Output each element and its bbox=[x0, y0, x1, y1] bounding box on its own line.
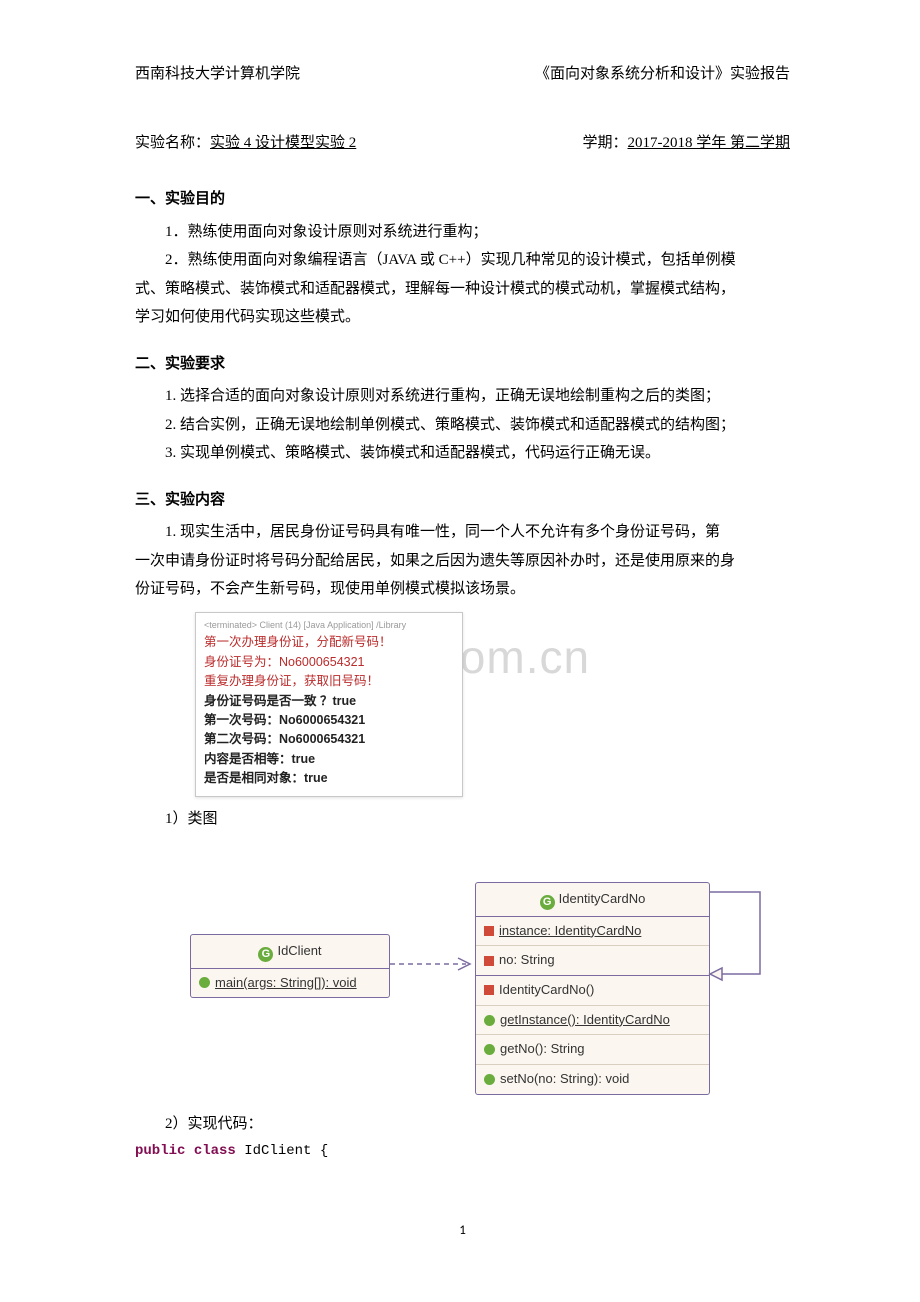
exp-term-label: 学期： bbox=[582, 135, 627, 151]
console-line-5: 第一次号码：No6000654321 bbox=[204, 711, 454, 730]
console-line-6: 第二次号码：No6000654321 bbox=[204, 730, 454, 749]
console-line-7: 内容是否相等：true bbox=[204, 750, 454, 769]
uml-class-idclient: G IdClient main(args: String[]): void bbox=[190, 934, 390, 998]
class-icon: G bbox=[258, 947, 273, 962]
console-line-8: 是否是相同对象：true bbox=[204, 769, 454, 788]
sec3-p1b: 一次申请身份证时将号码分配给居民，如果之后因为遗失等原因补办时，还是使用原来的身 bbox=[135, 547, 790, 576]
kw-class: class bbox=[194, 1143, 236, 1159]
exp-term: 学期：2017-2018 学年 第二学期 bbox=[582, 129, 790, 158]
private-icon bbox=[484, 985, 494, 995]
uml-idclient-name: IdClient bbox=[277, 943, 321, 958]
section-1-title: 一、实验目的 bbox=[135, 185, 790, 214]
uml-idcard-attr2-text: no: String bbox=[499, 948, 555, 973]
uml-dependency-arrow bbox=[390, 956, 476, 972]
class-icon: G bbox=[540, 895, 555, 910]
private-icon bbox=[484, 926, 494, 936]
console-line-2: 身份证号为：No6000654321 bbox=[204, 653, 454, 672]
uml-idcard-op1: getInstance(): IdentityCardNo bbox=[476, 1005, 709, 1035]
uml-idcard-op2: getNo(): String bbox=[476, 1034, 709, 1064]
console-caption: <terminated> Client (14) [Java Applicati… bbox=[204, 619, 454, 633]
uml-idclient-op1-text: main(args: String[]): void bbox=[215, 971, 357, 996]
section-2-title: 二、实验要求 bbox=[135, 350, 790, 379]
public-icon bbox=[484, 1074, 495, 1085]
uml-idcard-name: IdentityCardNo bbox=[559, 891, 646, 906]
kw-public: public bbox=[135, 1143, 185, 1159]
page-number: 1 bbox=[135, 1219, 790, 1244]
sec3-p1c: 份证号码，不会产生新号码，现使用单例模式模拟该场景。 bbox=[135, 575, 790, 604]
header-right: 《面向对象系统分析和设计》实验报告 bbox=[535, 60, 790, 89]
console-line-3: 重复办理身份证，获取旧号码！ bbox=[204, 672, 454, 691]
console-line-1: 第一次办理身份证，分配新号码！ bbox=[204, 633, 454, 652]
console-output: <terminated> Client (14) [Java Applicati… bbox=[195, 612, 463, 798]
console-line-4: 身份证号码是否一致 ？true bbox=[204, 692, 454, 711]
uml-idcard-attr2: no: String bbox=[476, 945, 709, 975]
sec1-p1: 1．熟练使用面向对象设计原则对系统进行重构； bbox=[135, 218, 790, 247]
uml-idclient-op1: main(args: String[]): void bbox=[191, 969, 389, 998]
sec3-p1a: 1. 现实生活中，居民身份证号码具有唯一性，同一个人不允许有多个身份证号码，第 bbox=[135, 518, 790, 547]
sec1-p2c: 学习如何使用代码实现这些模式。 bbox=[135, 303, 790, 332]
uml-idcard-op2-text: getNo(): String bbox=[500, 1037, 585, 1062]
item-code-label: 2）实现代码： bbox=[135, 1110, 790, 1139]
public-icon bbox=[484, 1015, 495, 1026]
sec2-p2: 2. 结合实例，正确无误地绘制单例模式、策略模式、装饰模式和适配器模式的结构图； bbox=[135, 411, 790, 440]
section-3-title: 三、实验内容 bbox=[135, 486, 790, 515]
uml-idcard-ctor-text: IdentityCardNo() bbox=[499, 978, 594, 1003]
item-class-diagram-label: 1）类图 bbox=[135, 805, 790, 834]
sec1-p2a: 2．熟练使用面向对象编程语言（JAVA 或 C++）实现几种常见的设计模式，包括… bbox=[135, 246, 790, 275]
uml-idcard-op3-text: setNo(no: String): void bbox=[500, 1067, 629, 1092]
private-icon bbox=[484, 956, 494, 966]
uml-idcard-ctor: IdentityCardNo() bbox=[476, 976, 709, 1005]
uml-idcard-attr1-text: instance: IdentityCardNo bbox=[499, 919, 641, 944]
code-block: public class IdClient { bbox=[135, 1140, 790, 1162]
uml-idcard-title: G IdentityCardNo bbox=[476, 883, 709, 917]
exp-term-value: 2017-2018 学年 第二学期 bbox=[628, 135, 791, 151]
uml-self-association bbox=[710, 882, 780, 992]
uml-idcard-op3: setNo(no: String): void bbox=[476, 1064, 709, 1094]
sec2-p3: 3. 实现单例模式、策略模式、装饰模式和适配器模式，代码运行正确无误。 bbox=[135, 439, 790, 468]
exp-name-label: 实验名称： bbox=[135, 135, 210, 151]
exp-name: 实验名称：实验 4 设计模型实验 2 bbox=[135, 129, 356, 158]
sec1-p2b: 式、策略模式、装饰模式和适配器模式，理解每一种设计模式的模式动机，掌握模式结构， bbox=[135, 275, 790, 304]
uml-class-identitycardno: G IdentityCardNo instance: IdentityCardNo… bbox=[475, 882, 710, 1095]
uml-idcard-op1-text: getInstance(): IdentityCardNo bbox=[500, 1008, 670, 1033]
uml-idcard-attr1: instance: IdentityCardNo bbox=[476, 917, 709, 946]
uml-idclient-title: G IdClient bbox=[191, 935, 389, 969]
sec2-p1: 1. 选择合适的面向对象设计原则对系统进行重构，正确无误地绘制重构之后的类图； bbox=[135, 382, 790, 411]
header-left: 西南科技大学计算机学院 bbox=[135, 60, 300, 89]
exp-name-value: 实验 4 设计模型实验 2 bbox=[210, 135, 356, 151]
code-cls: IdClient { bbox=[236, 1143, 328, 1159]
public-icon bbox=[484, 1044, 495, 1055]
public-icon bbox=[199, 977, 210, 988]
uml-class-diagram: G IdClient main(args: String[]): void G Id… bbox=[135, 842, 790, 1102]
